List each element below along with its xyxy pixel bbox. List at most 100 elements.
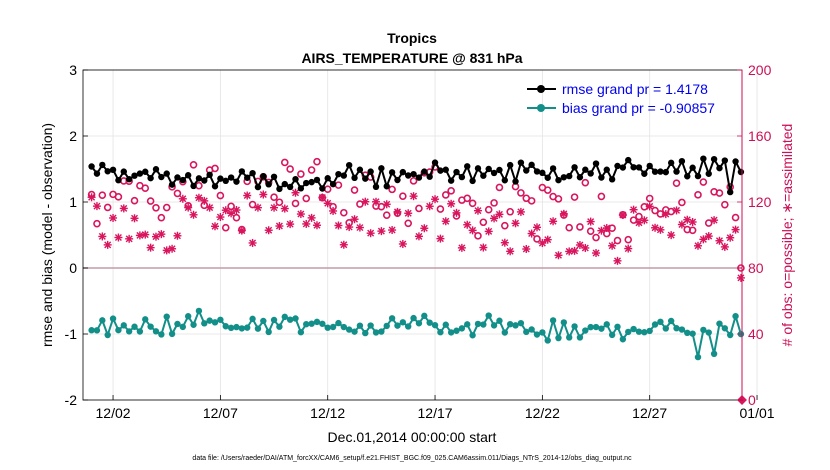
obs-assimilated-marker [232, 206, 241, 215]
asterisk-stroke [506, 247, 514, 255]
obs-possible-marker [441, 191, 450, 199]
asterisk-stroke [104, 241, 112, 249]
rmse-point [458, 173, 466, 181]
obs-assimilated-marker [506, 247, 515, 256]
bias-point [549, 317, 557, 324]
rmse-point [437, 167, 444, 174]
bias-point [689, 330, 696, 337]
obs-possible-marker [141, 184, 150, 193]
rmse-point [646, 162, 653, 170]
obs-assimilated-marker [688, 217, 697, 226]
obs-assimilated-marker [178, 194, 187, 203]
rmse-point [99, 161, 106, 169]
obs-assimilated-marker [361, 197, 370, 206]
asterisk-stroke [275, 222, 283, 230]
bias-point [506, 320, 514, 328]
obs-assimilated-marker [538, 239, 547, 248]
bias-point [528, 326, 535, 333]
legend-bias-label: bias grand pr = -0.90857 [562, 100, 715, 116]
bias-point [254, 325, 262, 332]
obs-assimilated-marker [189, 210, 198, 219]
obs-possible-marker [447, 187, 455, 195]
bias-point [201, 320, 208, 327]
rmse-point [319, 185, 326, 192]
rmse-point [136, 170, 144, 177]
asterisk-stroke [361, 198, 369, 206]
bias-point [131, 323, 138, 330]
asterisk-stroke [388, 226, 396, 234]
obs-possible-marker [506, 207, 514, 216]
obs-assimilated-marker [441, 217, 450, 226]
plot-area [83, 70, 742, 400]
obs-possible-marker [597, 192, 606, 201]
bias-point [319, 320, 326, 327]
obs-assimilated-marker [194, 193, 203, 202]
bias-point [700, 326, 707, 334]
rmse-point [426, 173, 433, 180]
x-tick-label: 12/17 [418, 405, 453, 421]
asterisk-stroke [721, 243, 729, 251]
obs-assimilated-marker [125, 234, 134, 243]
rmse-point [152, 166, 160, 173]
bias-point [619, 336, 627, 343]
obs-assimilated-marker [672, 206, 681, 215]
obs-possible-marker [484, 205, 493, 214]
rmse-point [485, 165, 492, 173]
rmse-point [415, 174, 423, 181]
bias-point [533, 331, 541, 338]
x-tick-label: 12/27 [632, 405, 667, 421]
bias-point [227, 324, 235, 332]
obs-assimilated-marker [452, 208, 461, 217]
x-tick-label: 01/01 [740, 405, 775, 421]
asterisk-stroke [630, 206, 638, 214]
rmse-point [582, 166, 589, 173]
asterisk-stroke [474, 207, 482, 215]
obs-assimilated-marker [119, 204, 128, 213]
rmse-point [265, 181, 272, 188]
rmse-point [238, 168, 246, 175]
bias-point [104, 331, 111, 339]
rmse-point [678, 157, 686, 165]
rmse-point [506, 161, 514, 169]
asterisk-stroke [227, 209, 235, 217]
obs-assimilated-marker [382, 200, 391, 209]
bias-point [421, 312, 428, 320]
asterisk-stroke [399, 240, 407, 248]
obs-assimilated-marker [135, 231, 144, 240]
bias-point [142, 316, 149, 323]
obs-assimilated-marker [393, 207, 402, 216]
bias-point [630, 325, 637, 333]
obs-possible-marker [302, 194, 311, 203]
obs-possible-marker [350, 186, 359, 194]
asterisk-stroke [426, 202, 434, 210]
obs-possible-marker [688, 226, 697, 235]
obs-assimilated-marker [484, 227, 493, 236]
asterisk-stroke [485, 227, 493, 235]
bias-point [576, 334, 584, 341]
asterisk-stroke [88, 193, 96, 201]
asterisk-stroke [120, 204, 128, 212]
asterisk-stroke [501, 239, 509, 247]
bias-point [651, 321, 659, 328]
asterisk-stroke [608, 242, 616, 250]
obs-assimilated-marker [624, 244, 633, 253]
asterisk-stroke [726, 234, 734, 242]
asterisk-stroke [367, 229, 375, 237]
obs-possible-marker [479, 218, 488, 227]
obs-assimilated-marker [726, 233, 735, 242]
footer-data-file: data file: /Users/raeder/DAI/ATM_forcXX/… [192, 455, 632, 462]
asterisk-stroke [141, 231, 149, 239]
obs-assimilated-marker [253, 203, 262, 212]
rmse-point [512, 178, 519, 185]
bias-series [88, 307, 745, 361]
x-tick-label: 12/07 [203, 405, 238, 421]
asterisk-stroke [147, 244, 155, 252]
bias-point [410, 314, 417, 322]
asterisk-stroke [576, 241, 584, 249]
bias-point [716, 320, 723, 327]
bias-point [163, 313, 170, 320]
asterisk-stroke [737, 274, 745, 282]
asterisk-stroke [377, 227, 385, 235]
obs-possible-marker [501, 221, 509, 230]
rmse-point [651, 168, 659, 175]
